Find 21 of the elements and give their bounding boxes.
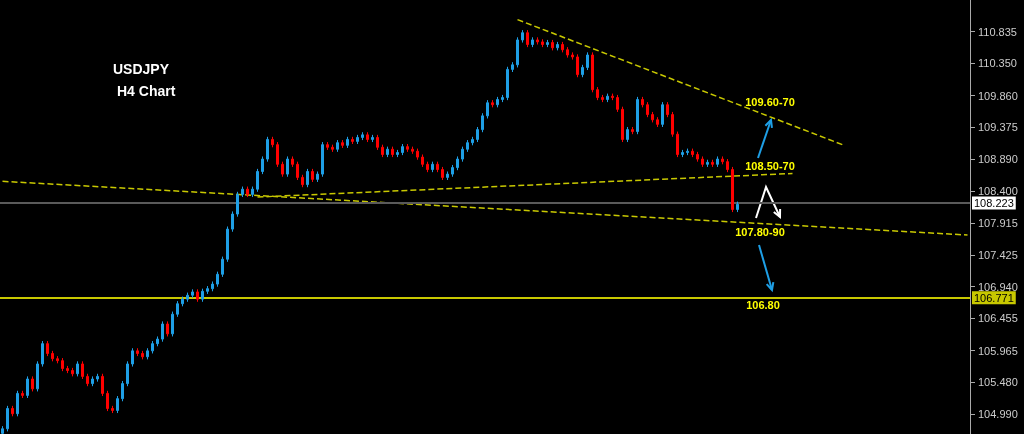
- text: USDJPY: [113, 61, 170, 77]
- y-tick-label: 108.890: [978, 153, 1018, 166]
- y-tick-label: 106.940: [978, 280, 1018, 293]
- y-tick-label: 105.480: [978, 376, 1018, 389]
- ref-line-label: 106.771: [974, 291, 1014, 304]
- annotation: 106.80: [746, 299, 780, 311]
- annotation: 107.80-90: [735, 226, 785, 238]
- ref-line-label: 108.223: [974, 196, 1014, 209]
- y-tick-label: 110.350: [978, 57, 1017, 70]
- text: H4 Chart: [117, 83, 176, 99]
- annotation: 108.50-70: [745, 160, 795, 172]
- y-tick-label: 107.915: [978, 216, 1018, 229]
- y-tick-label: 106.455: [978, 312, 1018, 325]
- annotation: 109.60-70: [745, 96, 795, 108]
- y-tick-label: 107.425: [978, 248, 1018, 261]
- y-tick-label: 110.835: [978, 25, 1017, 38]
- y-tick-label: 108.400: [978, 185, 1018, 198]
- y-tick-label: 109.860: [978, 89, 1018, 102]
- y-tick-label: 109.375: [978, 121, 1018, 134]
- y-tick-label: 104.990: [978, 408, 1018, 421]
- y-tick-label: 105.965: [978, 344, 1018, 357]
